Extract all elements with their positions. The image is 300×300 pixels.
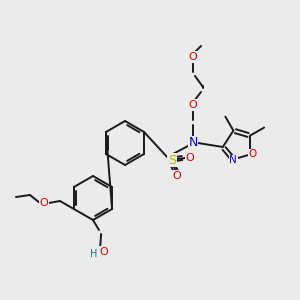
Text: N: N [188,136,198,149]
Text: O: O [100,247,108,257]
Text: O: O [189,100,197,110]
Text: O: O [189,52,197,62]
Text: H: H [90,249,98,259]
Text: O: O [172,171,182,181]
Text: N: N [230,155,237,165]
Text: O: O [40,198,48,208]
Text: S: S [168,154,176,166]
Text: O: O [186,153,194,163]
Text: O: O [248,149,256,159]
